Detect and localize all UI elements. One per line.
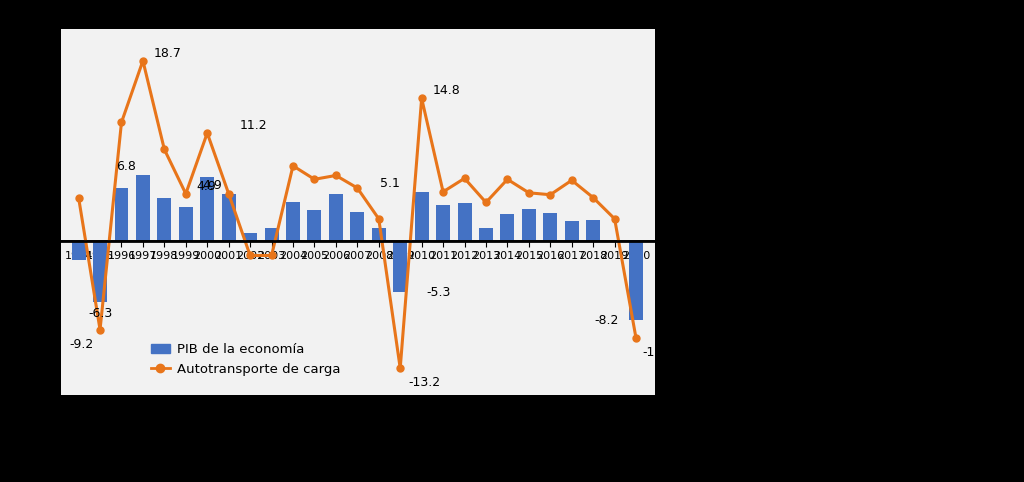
Bar: [372, 228, 386, 241]
Text: -5.3: -5.3: [426, 286, 451, 298]
Bar: [629, 241, 643, 320]
Text: 6.8: 6.8: [117, 161, 136, 173]
Text: -6.3: -6.3: [88, 307, 113, 320]
Bar: [586, 220, 600, 241]
Text: 11.2: 11.2: [240, 119, 267, 132]
Text: -9.2: -9.2: [70, 338, 93, 350]
Text: -13.2: -13.2: [409, 376, 441, 389]
Bar: [72, 241, 86, 260]
Bar: [415, 192, 429, 241]
Text: -8.2: -8.2: [595, 314, 618, 326]
Text: 14.8: 14.8: [432, 84, 460, 97]
Bar: [479, 228, 493, 241]
Bar: [222, 194, 236, 241]
Bar: [115, 188, 128, 241]
Bar: [458, 203, 471, 241]
Bar: [607, 241, 622, 242]
Bar: [179, 207, 193, 241]
Bar: [136, 175, 150, 241]
Bar: [93, 241, 106, 302]
Bar: [307, 210, 322, 241]
Text: 5.1: 5.1: [380, 177, 400, 189]
Bar: [565, 221, 579, 241]
Text: 4.9: 4.9: [203, 179, 222, 191]
Bar: [522, 209, 536, 241]
Bar: [436, 205, 451, 241]
Text: -10.1: -10.1: [642, 347, 675, 359]
Bar: [286, 202, 300, 241]
Bar: [158, 198, 171, 241]
Bar: [264, 228, 279, 241]
Bar: [329, 194, 343, 241]
Bar: [201, 177, 214, 241]
Bar: [350, 212, 365, 241]
Text: 4.9: 4.9: [197, 180, 216, 192]
Bar: [501, 214, 514, 241]
Bar: [393, 241, 408, 292]
Bar: [243, 233, 257, 241]
Bar: [544, 213, 557, 241]
Legend: PIB de la economía, Autotransporte de carga: PIB de la economía, Autotransporte de ca…: [145, 338, 346, 381]
Text: 18.7: 18.7: [154, 47, 181, 59]
